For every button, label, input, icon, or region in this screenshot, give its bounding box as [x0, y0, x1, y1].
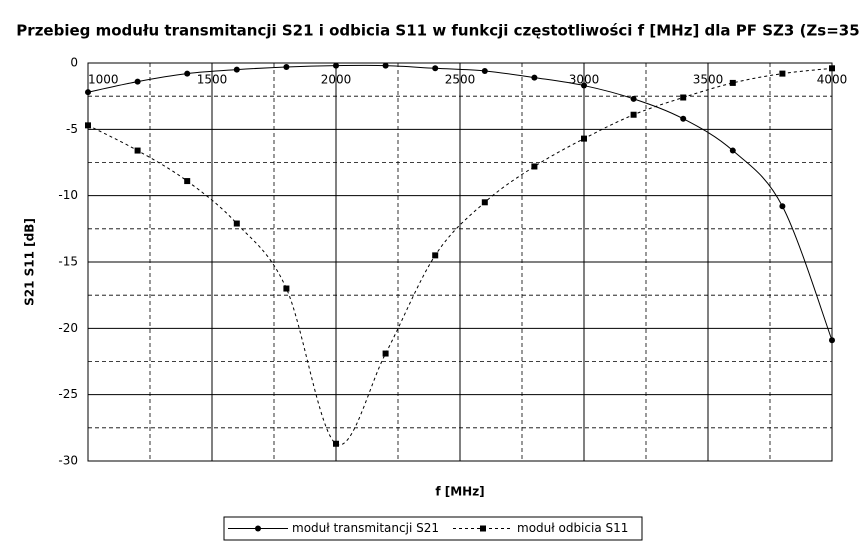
- data-point: [333, 62, 339, 69]
- data-point: [531, 74, 538, 81]
- data-point: [581, 135, 587, 142]
- x-tick-label: 1000: [88, 73, 119, 87]
- data-point: [432, 65, 439, 72]
- data-point: [680, 94, 687, 101]
- data-point: [184, 178, 191, 185]
- y-tick-label: -30: [58, 454, 78, 468]
- data-point: [680, 115, 687, 122]
- y-tick-label: -20: [58, 321, 78, 335]
- data-point: [779, 70, 786, 77]
- data-point: [184, 70, 191, 77]
- x-tick-label: 2500: [445, 73, 476, 87]
- data-point: [134, 78, 141, 85]
- y-tick-label: -15: [58, 255, 78, 269]
- data-point: [630, 95, 637, 102]
- data-point: [581, 82, 587, 89]
- data-point: [829, 65, 835, 72]
- data-point: [333, 440, 339, 447]
- data-point: [233, 220, 240, 227]
- data-point: [481, 199, 488, 206]
- y-tick-label: -5: [66, 122, 78, 136]
- x-tick-label: 1500: [197, 73, 228, 87]
- y-tick-label: 0: [70, 56, 78, 70]
- y-axis-label: S21 S11 [dB]: [23, 218, 37, 306]
- data-point: [481, 67, 488, 74]
- data-point: [432, 252, 439, 259]
- chart-title: Przebieg modułu transmitancji S21 i odbi…: [16, 22, 859, 40]
- data-point: [382, 350, 389, 357]
- data-point: [829, 337, 835, 344]
- legend-marker: [480, 525, 486, 532]
- data-point: [85, 122, 91, 129]
- data-point: [531, 163, 538, 170]
- series-line: [87, 67, 833, 446]
- data-point: [134, 147, 141, 154]
- y-tick-label: -10: [58, 188, 78, 202]
- legend-box: [223, 516, 643, 541]
- x-tick-label: 3000: [569, 73, 600, 87]
- x-tick-label: 3500: [693, 73, 724, 87]
- data-point: [729, 79, 736, 86]
- data-point: [729, 147, 736, 154]
- data-point: [233, 66, 240, 73]
- plot-border: [87, 62, 833, 462]
- legend-label: moduł transmitancji S21: [292, 521, 439, 535]
- data-point: [283, 285, 290, 292]
- legend-marker: [255, 525, 261, 532]
- data-point: [630, 111, 637, 118]
- x-tick-label: 2000: [321, 73, 352, 87]
- data-point: [779, 203, 786, 210]
- data-point: [382, 62, 389, 69]
- x-axis-label: f [MHz]: [435, 485, 484, 499]
- data-point: [283, 63, 290, 70]
- data-point: [85, 89, 91, 96]
- legend-label: moduł odbicia S11: [517, 521, 628, 535]
- y-tick-label: -25: [58, 387, 78, 401]
